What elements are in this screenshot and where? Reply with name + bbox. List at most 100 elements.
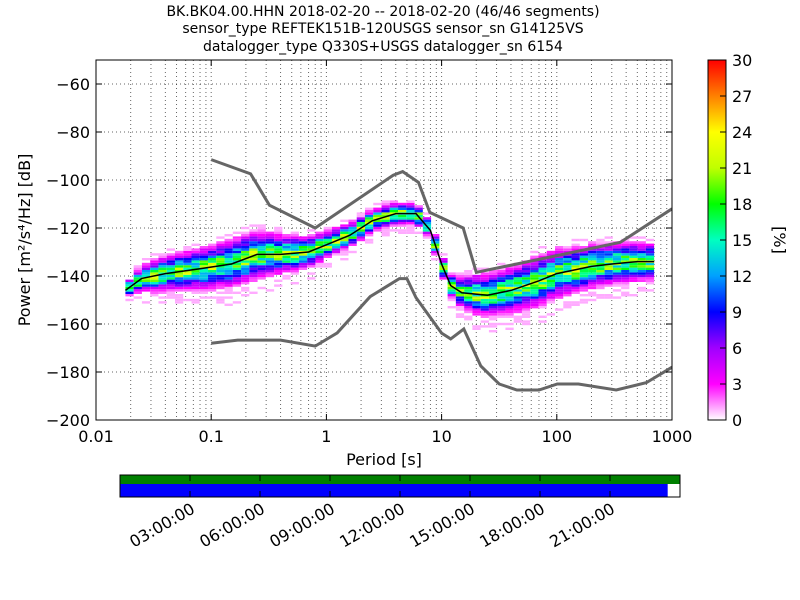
- heatmap-cell: [141, 274, 151, 278]
- heatmap-cell: [488, 282, 498, 285]
- heatmap-cell: [257, 243, 266, 246]
- timeline-tick-label: 03:00:00: [126, 499, 198, 551]
- heatmap-cell: [158, 279, 167, 282]
- heatmap-cell: [373, 217, 382, 220]
- heatmap-cell: [612, 277, 622, 280]
- heatmap-cell: [488, 274, 498, 278]
- heatmap-cell: [224, 277, 233, 280]
- heatmap-cell: [158, 267, 167, 270]
- heatmap-cell: [621, 255, 630, 258]
- heatmap-cell: [174, 301, 184, 304]
- heatmap-cell: [298, 238, 308, 242]
- x-axis: 0.01 0.1 1 10 100 1000: [78, 60, 692, 446]
- heatmap-cell: [381, 226, 390, 230]
- heatmap-cell: [274, 284, 283, 287]
- timeline-tick-label: 09:00:00: [266, 499, 338, 551]
- heatmap-cell: [249, 267, 258, 270]
- heatmap-cell: [232, 272, 242, 275]
- heatmap-cell: [208, 253, 217, 256]
- heatmap-cell: [199, 258, 209, 261]
- heatmap-cell: [637, 286, 646, 290]
- heatmap-cell: [241, 241, 250, 244]
- heatmap-cell: [290, 267, 299, 270]
- heatmap-cell: [588, 253, 597, 256]
- heatmap-cell: [530, 296, 539, 299]
- heatmap-cell: [497, 322, 506, 326]
- heatmap-cell: [199, 265, 209, 268]
- heatmap-cell: [216, 286, 225, 290]
- heatmap-cell: [241, 294, 250, 297]
- heatmap-cell: [555, 260, 564, 263]
- heatmap-cell: [183, 250, 192, 254]
- heatmap-cell: [513, 318, 522, 321]
- heatmap-cell: [521, 289, 531, 292]
- heatmap-cell: [364, 207, 374, 210]
- noise-models: [210, 158, 672, 392]
- heatmap-cell: [571, 265, 580, 268]
- heatmap-cell: [480, 284, 489, 287]
- heatmap-cell: [315, 234, 324, 237]
- heatmap-cell: [571, 243, 580, 246]
- heatmap-cell: [563, 265, 572, 268]
- heatmap-cell: [166, 274, 175, 278]
- heatmap-cell: [472, 327, 481, 330]
- heatmap-cell: [166, 291, 175, 294]
- heatmap-cell: [637, 243, 646, 246]
- heatmap-cell: [323, 234, 332, 237]
- heatmap-cell: [307, 238, 316, 242]
- heatmap-cell: [555, 291, 564, 294]
- heatmap-cell: [563, 291, 572, 294]
- heatmap-cell: [216, 301, 225, 304]
- heatmap-cell: [439, 277, 448, 280]
- heatmap-cell: [183, 277, 192, 280]
- heatmap-cell: [381, 207, 390, 210]
- heatmap-cell: [571, 277, 580, 280]
- heatmap-cell: [282, 270, 291, 273]
- heatmap-cell: [530, 274, 539, 278]
- heatmap-cell: [546, 301, 556, 304]
- heatmap-cell: [249, 246, 258, 249]
- heatmap-cell: [158, 270, 167, 273]
- heatmap-cell: [241, 231, 250, 234]
- heatmap-cell: [480, 277, 489, 280]
- heatmap-cell: [133, 277, 142, 280]
- heatmap-cell: [464, 284, 473, 287]
- heatmap-cell: [455, 313, 465, 316]
- heatmap-cell: [579, 260, 589, 263]
- heatmap-cell: [307, 241, 316, 244]
- heatmap-cell: [439, 260, 448, 263]
- heatmap-cell: [521, 282, 531, 285]
- heatmap-cell: [183, 289, 192, 292]
- heatmap-cell: [290, 282, 299, 285]
- heatmap-cell: [208, 246, 217, 249]
- heatmap-cell: [340, 250, 349, 254]
- heatmap-cell: [364, 217, 374, 220]
- heatmap-cell: [174, 258, 184, 261]
- heatmap-cell: [174, 255, 184, 258]
- heatmap-cell: [282, 238, 291, 242]
- heatmap-cell: [588, 272, 597, 275]
- heatmap-cell: [497, 284, 506, 287]
- heatmap-cell: [579, 286, 589, 290]
- heatmap-cell: [555, 274, 564, 278]
- heatmap-cell: [265, 267, 275, 270]
- heatmap-cell: [604, 284, 613, 287]
- heatmap-cell: [191, 270, 200, 273]
- heatmap-cell: [563, 267, 572, 270]
- heatmap-cell: [257, 246, 266, 249]
- heatmap-cell: [174, 260, 184, 263]
- heatmap-cell: [480, 289, 489, 292]
- heatmap-cell: [505, 322, 514, 326]
- heatmap-cell: [398, 219, 407, 222]
- heatmap-cell: [199, 260, 209, 263]
- heatmap-cell: [216, 253, 225, 256]
- heatmap-cell: [125, 291, 134, 294]
- heatmap-cell: [199, 282, 209, 285]
- heatmap-cell: [257, 286, 266, 290]
- heatmap-cell: [497, 296, 506, 299]
- heatmap-cell: [183, 298, 192, 302]
- heatmap-cell: [637, 246, 646, 249]
- heatmap-cell: [612, 272, 622, 275]
- heatmap-cell: [546, 265, 556, 268]
- heatmap-cell: [521, 296, 531, 299]
